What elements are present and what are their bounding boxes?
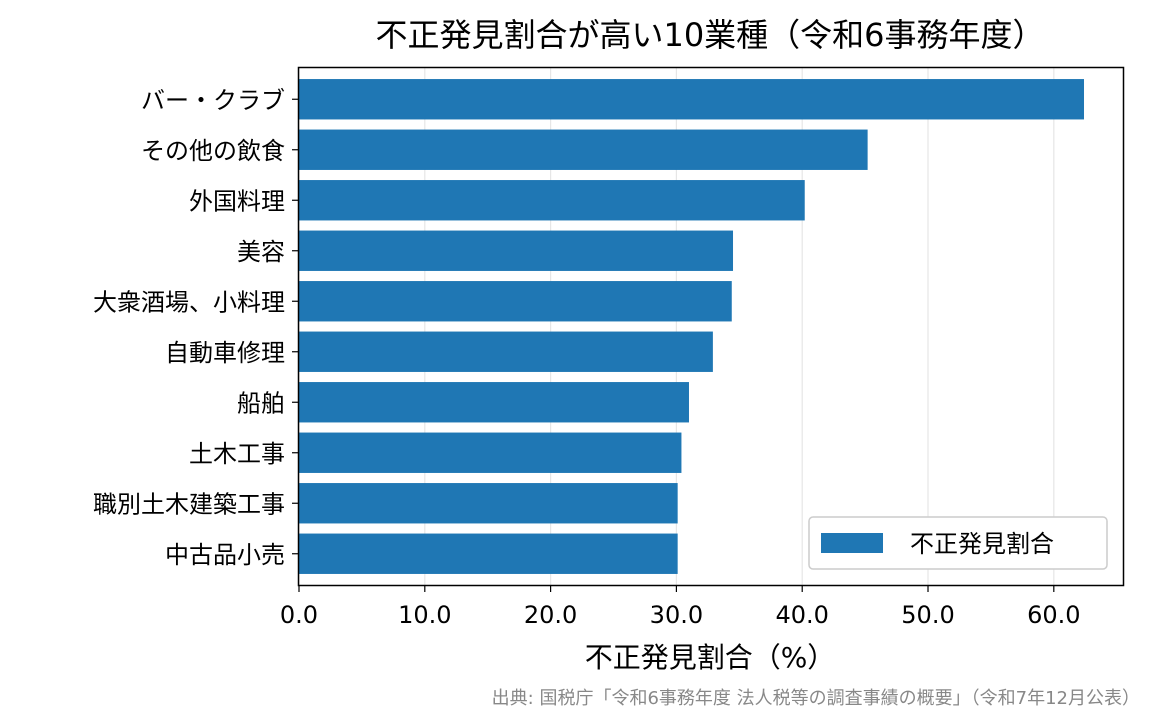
bar <box>299 483 678 524</box>
y-tick-label: 船舶 <box>237 389 285 417</box>
y-tick-label: 外国料理 <box>189 187 285 215</box>
x-tick-label: 30.0 <box>650 601 703 629</box>
bar <box>299 129 868 170</box>
y-tick-label: バー・クラブ <box>141 86 285 114</box>
x-tick-label: 20.0 <box>524 601 577 629</box>
bar <box>299 79 1085 120</box>
plot-frame <box>297 66 1125 587</box>
bar <box>299 432 682 473</box>
x-tick-labels: 0.0 10.0 20.0 30.0 40.0 50.0 60.0 <box>280 585 1081 629</box>
y-tick-label: 職別土木建築工事 <box>93 490 285 518</box>
y-tick-label: 中古品小売 <box>165 541 285 569</box>
bar <box>299 533 678 574</box>
y-tick-label: 自動車修理 <box>165 339 285 367</box>
legend-swatch <box>821 533 883 553</box>
x-tick-label: 40.0 <box>775 601 828 629</box>
legend-frame <box>808 516 1108 570</box>
legend-label: 不正発見割合 <box>910 530 1054 558</box>
x-tick-label: 50.0 <box>901 601 954 629</box>
bar <box>299 331 713 372</box>
chart-title: 不正発見割合が高い10業種（令和6事務年度） <box>375 16 1044 54</box>
bar <box>299 281 732 322</box>
y-tick-label: 大衆酒場、小料理 <box>93 288 285 316</box>
bar <box>299 382 689 423</box>
y-tick-labels: バー・クラブその他の飲食外国料理美容大衆酒場、小料理自動車修理船舶土木工事職別土… <box>93 86 299 569</box>
x-tick-label: 60.0 <box>1027 601 1080 629</box>
x-axis-label: 不正発見割合（%） <box>585 641 836 674</box>
y-tick-label: 美容 <box>237 238 285 266</box>
y-tick-label: その他の飲食 <box>141 137 285 165</box>
bar <box>299 180 805 221</box>
bars <box>299 79 1085 574</box>
x-tick-label: 10.0 <box>398 601 451 629</box>
source-note: 出典: 国税庁「令和6事務年度 法人税等の調査事績の概要」（令和7年12月公表） <box>492 688 1140 709</box>
y-tick-label: 土木工事 <box>189 440 285 468</box>
bar <box>299 230 734 271</box>
x-tick-label: 0.0 <box>280 601 318 629</box>
legend: 不正発見割合 <box>808 516 1108 570</box>
